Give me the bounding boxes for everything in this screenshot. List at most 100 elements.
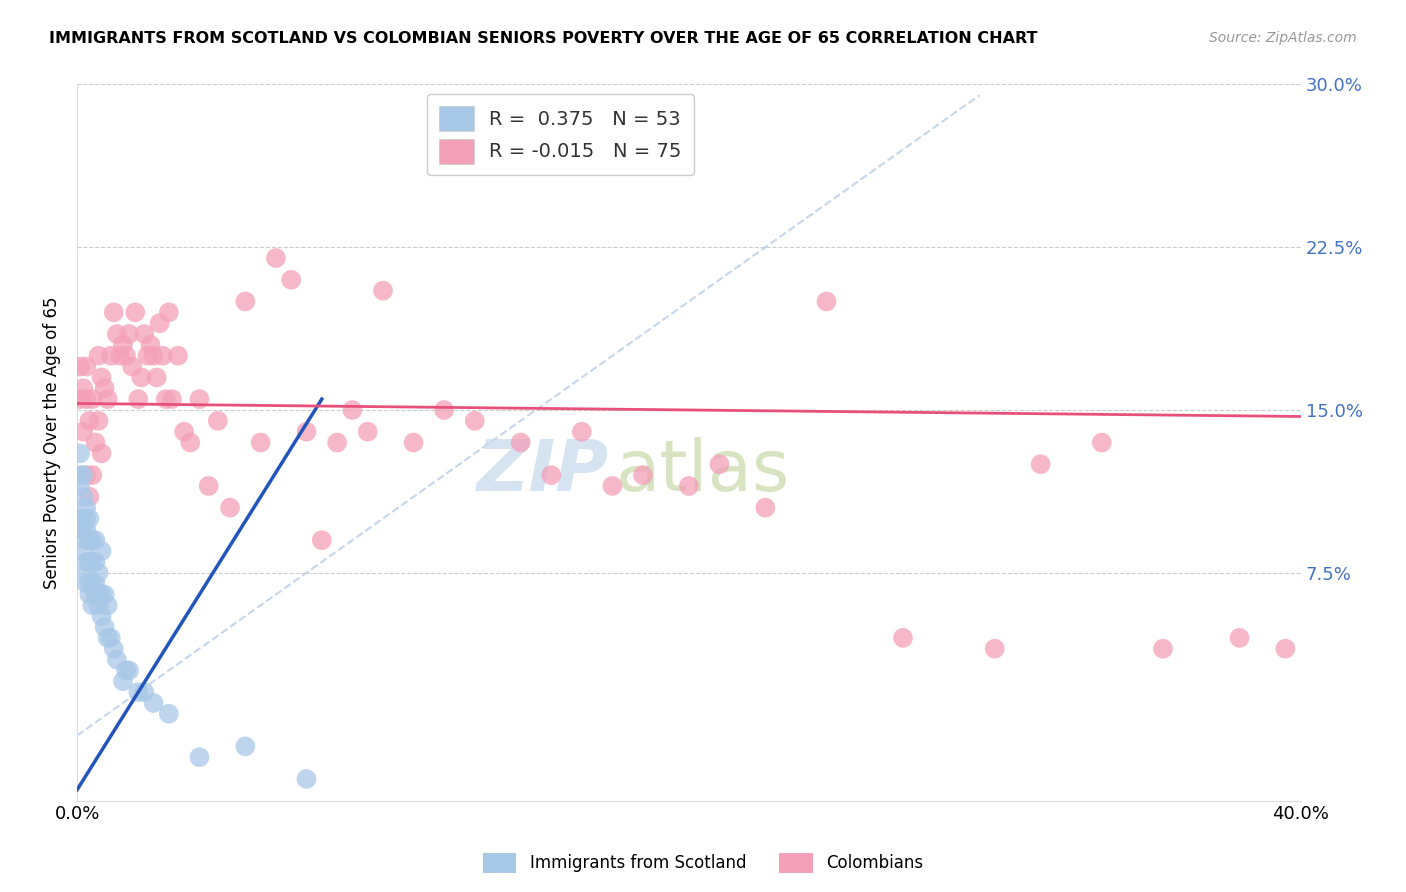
- Point: [131, 370, 153, 384]
- Point: [82, 555, 104, 569]
- Point: [90, 544, 112, 558]
- Point: [357, 425, 380, 439]
- Point: [157, 706, 180, 721]
- Point: [509, 435, 531, 450]
- Point: [90, 370, 112, 384]
- Point: [754, 500, 776, 515]
- Point: [188, 750, 211, 764]
- Point: [149, 316, 172, 330]
- Point: [90, 446, 112, 460]
- Text: ZIP: ZIP: [477, 437, 609, 506]
- Point: [142, 349, 165, 363]
- Point: [75, 511, 97, 525]
- Point: [87, 587, 110, 601]
- Point: [233, 739, 256, 754]
- Point: [72, 468, 94, 483]
- Point: [100, 631, 122, 645]
- Point: [160, 392, 183, 406]
- Point: [207, 414, 229, 428]
- Y-axis label: Seniors Poverty Over the Age of 65: Seniors Poverty Over the Age of 65: [44, 296, 60, 589]
- Point: [678, 479, 700, 493]
- Point: [97, 599, 120, 613]
- Point: [179, 435, 201, 450]
- Point: [82, 468, 104, 483]
- Point: [75, 576, 97, 591]
- Point: [72, 425, 94, 439]
- Point: [75, 392, 97, 406]
- Point: [97, 631, 120, 645]
- Point: [157, 305, 180, 319]
- Legend: R =  0.375   N = 53, R = -0.015   N = 75: R = 0.375 N = 53, R = -0.015 N = 75: [427, 95, 693, 175]
- Point: [264, 251, 287, 265]
- Point: [82, 599, 104, 613]
- Point: [84, 435, 107, 450]
- Point: [72, 490, 94, 504]
- Point: [464, 414, 486, 428]
- Point: [134, 685, 156, 699]
- Point: [249, 435, 271, 450]
- Point: [72, 511, 94, 525]
- Point: [142, 696, 165, 710]
- Point: [134, 326, 156, 341]
- Point: [87, 349, 110, 363]
- Point: [75, 468, 97, 483]
- Point: [121, 359, 143, 374]
- Point: [233, 294, 256, 309]
- Point: [402, 435, 425, 450]
- Point: [79, 511, 101, 525]
- Point: [90, 609, 112, 624]
- Point: [69, 522, 91, 536]
- Point: [115, 349, 138, 363]
- Point: [90, 587, 112, 601]
- Point: [540, 468, 562, 483]
- Point: [631, 468, 654, 483]
- Point: [1091, 435, 1114, 450]
- Point: [152, 349, 174, 363]
- Point: [139, 338, 162, 352]
- Point: [197, 479, 219, 493]
- Point: [1029, 457, 1052, 471]
- Point: [69, 511, 91, 525]
- Point: [75, 500, 97, 515]
- Point: [295, 425, 318, 439]
- Point: [891, 631, 914, 645]
- Point: [815, 294, 838, 309]
- Point: [433, 403, 456, 417]
- Point: [127, 392, 149, 406]
- Point: [75, 522, 97, 536]
- Point: [295, 772, 318, 786]
- Point: [79, 414, 101, 428]
- Point: [79, 490, 101, 504]
- Point: [69, 392, 91, 406]
- Point: [1229, 631, 1251, 645]
- Point: [75, 566, 97, 580]
- Point: [115, 664, 138, 678]
- Point: [155, 392, 177, 406]
- Point: [280, 273, 302, 287]
- Point: [602, 479, 624, 493]
- Point: [93, 587, 115, 601]
- Point: [105, 326, 128, 341]
- Point: [84, 587, 107, 601]
- Point: [72, 522, 94, 536]
- Point: [84, 576, 107, 591]
- Point: [173, 425, 195, 439]
- Point: [118, 326, 141, 341]
- Point: [79, 533, 101, 548]
- Point: [709, 457, 731, 471]
- Point: [82, 576, 104, 591]
- Point: [145, 370, 167, 384]
- Point: [75, 359, 97, 374]
- Point: [371, 284, 394, 298]
- Point: [311, 533, 333, 548]
- Point: [82, 392, 104, 406]
- Point: [118, 664, 141, 678]
- Point: [188, 392, 211, 406]
- Point: [1274, 641, 1296, 656]
- Point: [111, 674, 134, 689]
- Point: [103, 305, 125, 319]
- Point: [108, 349, 131, 363]
- Point: [87, 599, 110, 613]
- Point: [342, 403, 364, 417]
- Point: [69, 479, 91, 493]
